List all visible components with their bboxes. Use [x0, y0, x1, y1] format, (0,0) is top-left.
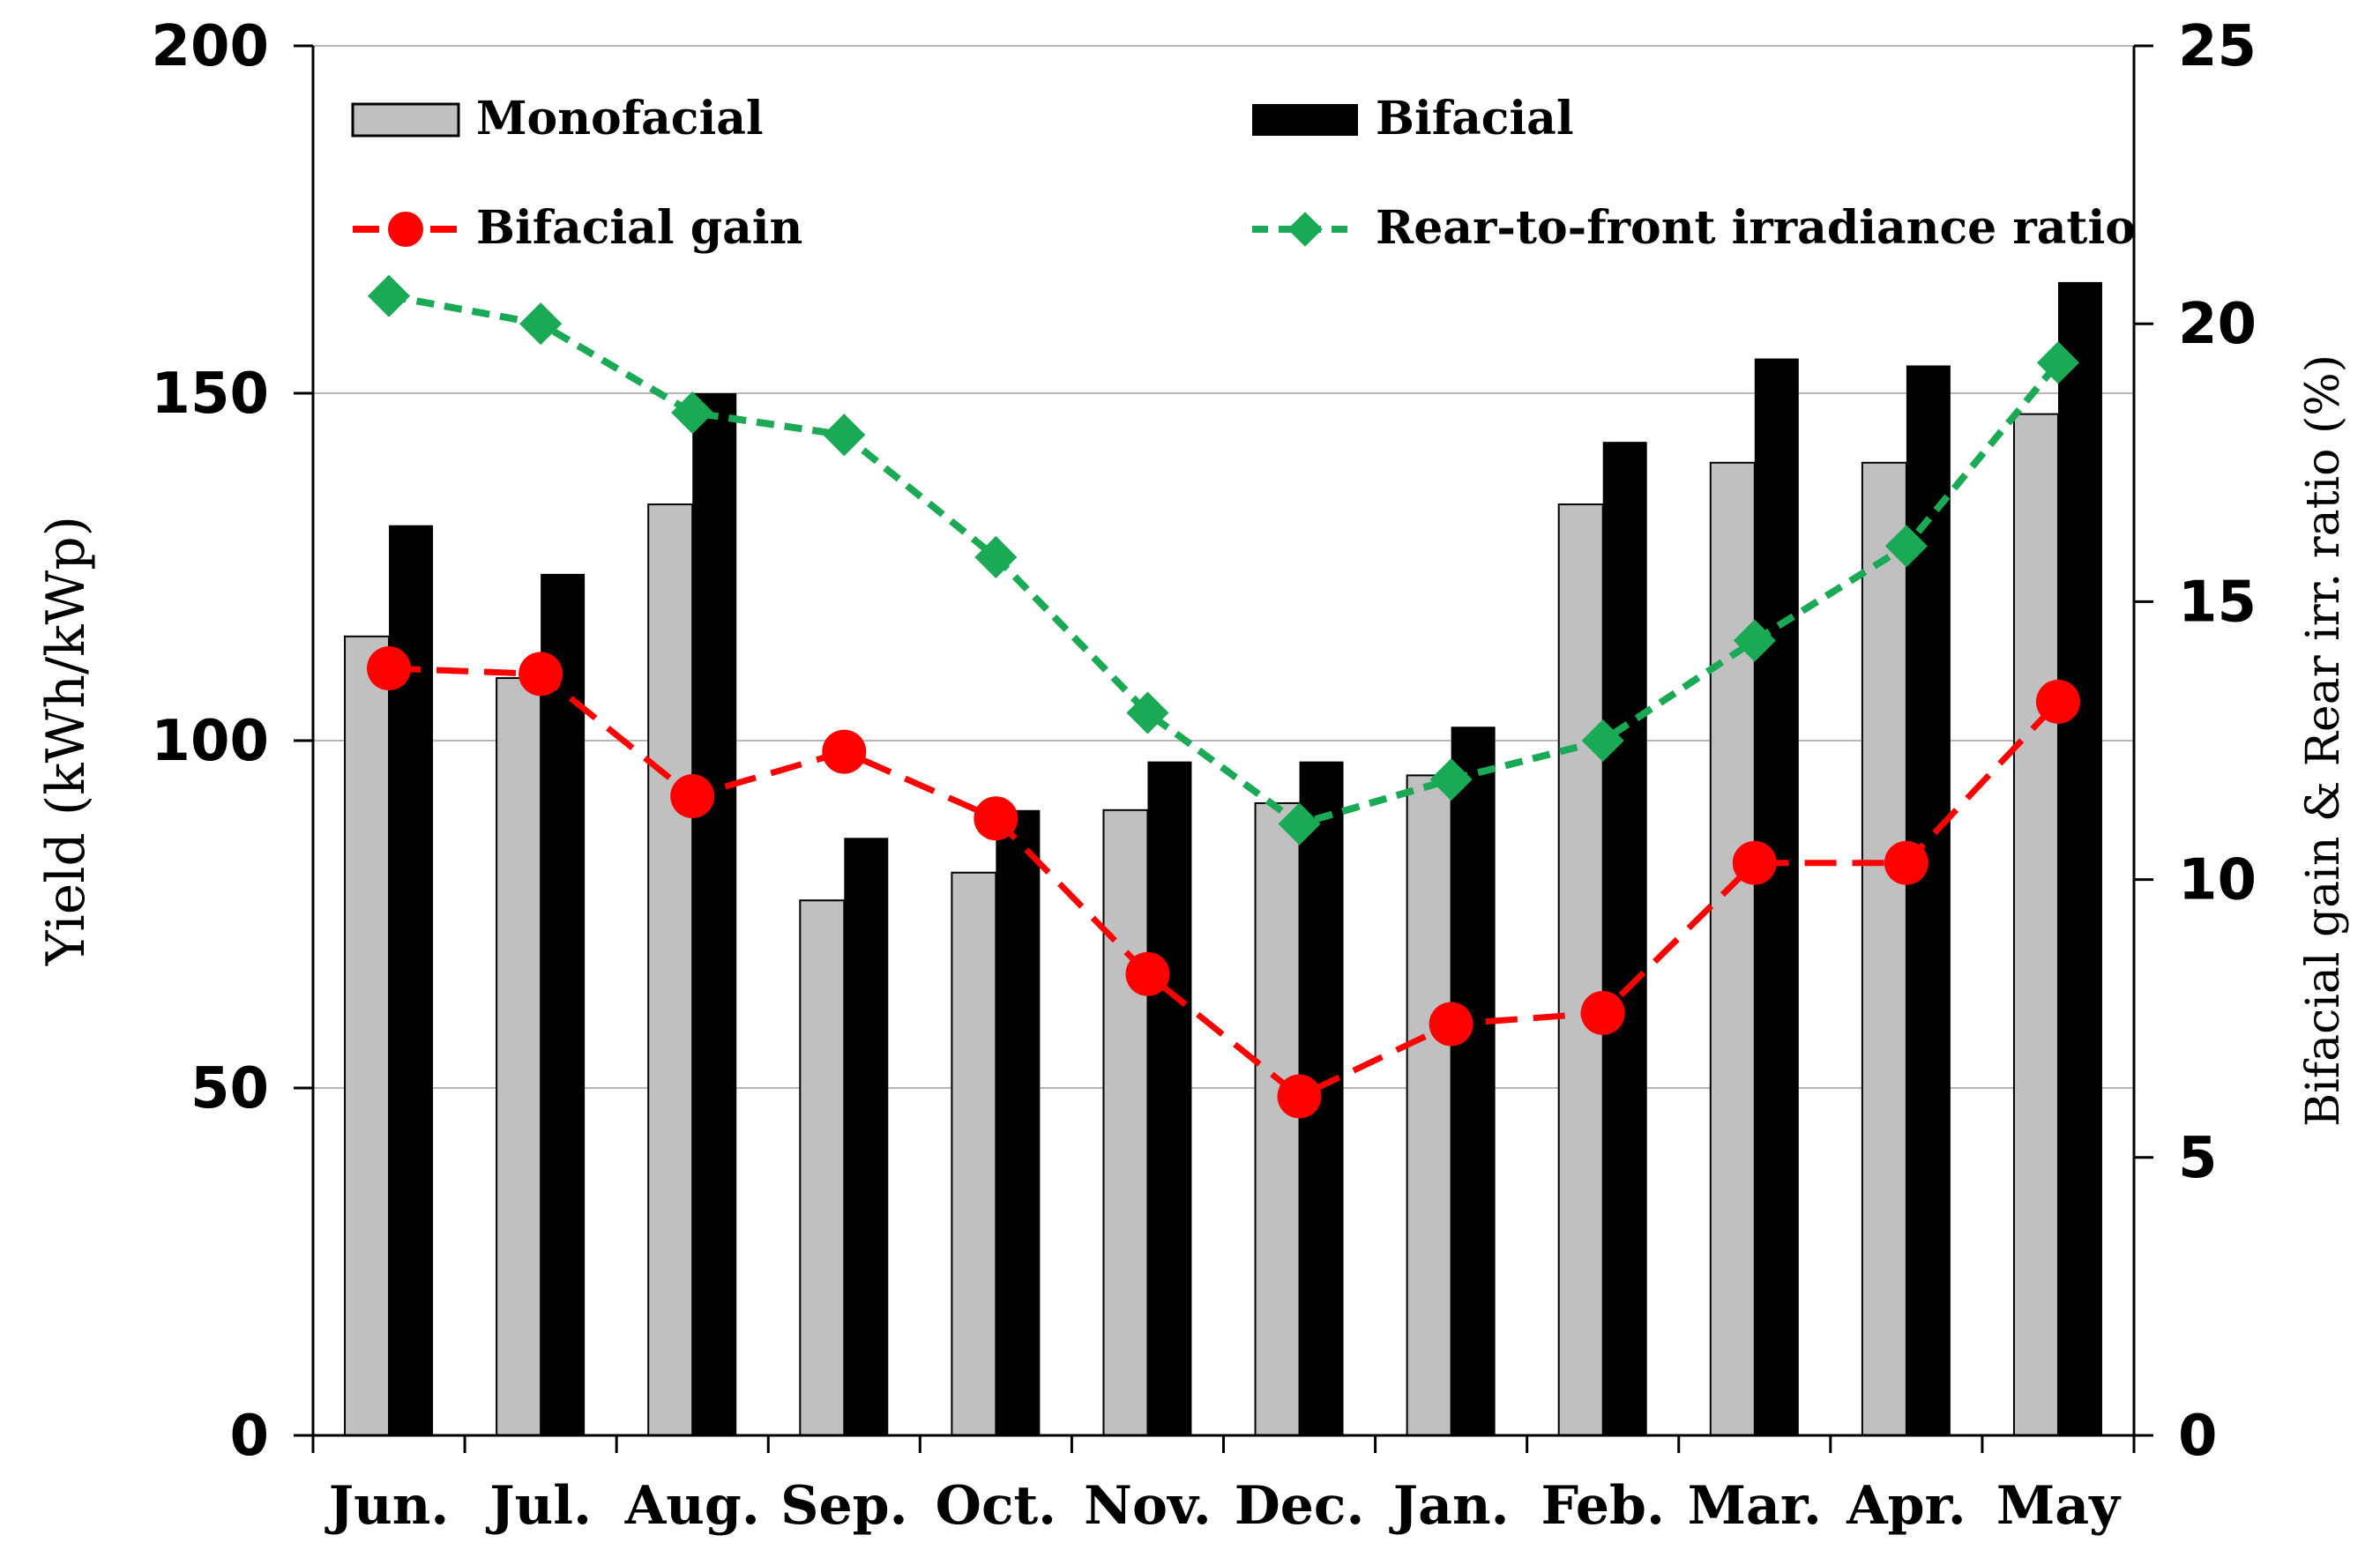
- legend-label-rear-front-ratio: Rear-to-front irradiance ratio: [1376, 201, 2136, 255]
- bar-monofacial: [647, 503, 694, 1437]
- x-tick-label: May: [1996, 1475, 2122, 1537]
- bar-monofacial: [1557, 503, 1604, 1437]
- legend-label-bifacial: Bifacial: [1376, 92, 1574, 145]
- right-tick-label: 15: [2178, 570, 2257, 635]
- bar-monofacial: [1102, 809, 1149, 1436]
- point-bifacial-gain: [822, 729, 867, 774]
- bar-monofacial: [799, 899, 846, 1436]
- bar-monofacial: [951, 871, 997, 1436]
- x-tick-label: Apr.: [1846, 1475, 1966, 1537]
- left-tick-label: 50: [190, 1056, 269, 1122]
- point-bifacial-gain: [1884, 840, 1929, 885]
- y-axis-title: Yield (kWh/kWp): [35, 516, 97, 966]
- right-tick-label: 25: [2178, 14, 2257, 79]
- gridlines: [313, 45, 2134, 1089]
- x-tick-label: Aug.: [624, 1475, 760, 1537]
- x-tick-label: Jan.: [1389, 1475, 1510, 1537]
- legend: Monofacial Bifacial Bifacial gain Rear-t…: [351, 92, 2136, 255]
- point-bifacial-gain: [1732, 840, 1777, 885]
- point-bifacial-gain: [2035, 679, 2080, 724]
- bar-bifacial: [844, 838, 889, 1435]
- right-tick-label: 0: [2178, 1404, 2218, 1469]
- bar-monofacial: [1709, 461, 1756, 1436]
- x-tick-label: Feb.: [1541, 1475, 1665, 1537]
- bars: [344, 281, 2102, 1437]
- left-tick-label: 150: [151, 361, 269, 427]
- point-rear-front-ratio: [2036, 341, 2079, 384]
- left-tick-label: 0: [229, 1404, 269, 1469]
- right-tick-label: 10: [2178, 848, 2257, 913]
- left-tick-label: 100: [151, 709, 269, 774]
- series-line-bifacial-gain: [388, 665, 2061, 1100]
- x-ticks: Jun. Jul. Aug. Sep. Oct. Nov. Dec. Jan. Feb. Mar.…: [311, 1435, 2136, 1537]
- legend-marker-bifacial-gain: [388, 212, 423, 247]
- bar-monofacial: [496, 677, 542, 1436]
- bar-monofacial: [1861, 461, 1907, 1436]
- point-bifacial-gain: [1125, 951, 1170, 996]
- point-bifacial-gain: [1277, 1074, 1322, 1119]
- series-line-rear-front-ratio: [388, 292, 2062, 828]
- point-bifacial-gain: [974, 796, 1018, 841]
- bar-bifacial: [1602, 442, 1647, 1435]
- point-rear-front-ratio: [671, 391, 714, 435]
- bar-monofacial: [2012, 413, 2059, 1436]
- right-tick-label: 20: [2178, 292, 2257, 357]
- legend-marker-rear-front-ratio: [1287, 212, 1323, 247]
- point-rear-front-ratio: [823, 414, 866, 457]
- point-rear-front-ratio: [1884, 525, 1928, 568]
- right-ticks: 0 5 10 15 20 25: [2134, 14, 2257, 1469]
- bar-bifacial: [692, 393, 737, 1435]
- legend-label-monofacial: Monofacial: [476, 92, 764, 145]
- left-ticks: 0 50 100 150 200: [151, 14, 313, 1469]
- x-tick-label: Dec.: [1235, 1475, 1365, 1537]
- x-tick-label: Jul.: [485, 1475, 592, 1537]
- x-tick-label: Oct.: [936, 1475, 1056, 1537]
- y2-axis-title: Bifacial gain & Rear irr. ratio (%): [2297, 354, 2350, 1127]
- point-bifacial-gain: [1429, 1002, 1474, 1047]
- x-tick-label: Jun.: [325, 1475, 450, 1537]
- bar-bifacial: [996, 809, 1041, 1435]
- point-bifacial-gain: [519, 652, 563, 697]
- left-tick-label: 200: [151, 14, 269, 79]
- point-rear-front-ratio: [368, 274, 411, 317]
- right-tick-label: 5: [2178, 1126, 2218, 1191]
- legend-label-bifacial-gain: Bifacial gain: [476, 201, 802, 255]
- x-tick-label: Mar.: [1688, 1475, 1822, 1537]
- bar-monofacial: [344, 635, 391, 1436]
- bar-bifacial: [1147, 761, 1192, 1435]
- legend-swatch-monofacial: [351, 102, 460, 138]
- bar-bifacial: [2057, 281, 2102, 1435]
- point-rear-front-ratio: [519, 302, 563, 346]
- bar-bifacial: [1451, 727, 1496, 1435]
- x-tick-label: Nov.: [1084, 1475, 1212, 1537]
- point-bifacial-gain: [367, 646, 412, 691]
- x-tick-label: Sep.: [780, 1475, 907, 1537]
- point-bifacial-gain: [670, 774, 715, 819]
- legend-swatch-bifacial: [1252, 104, 1358, 136]
- point-bifacial-gain: [1580, 990, 1625, 1035]
- bar-monofacial: [1406, 774, 1452, 1436]
- lines: [367, 274, 2080, 1119]
- bar-bifacial: [541, 573, 586, 1435]
- bar-monofacial: [1254, 801, 1301, 1436]
- bar-bifacial: [1906, 365, 1951, 1436]
- bar-bifacial: [1754, 358, 1799, 1436]
